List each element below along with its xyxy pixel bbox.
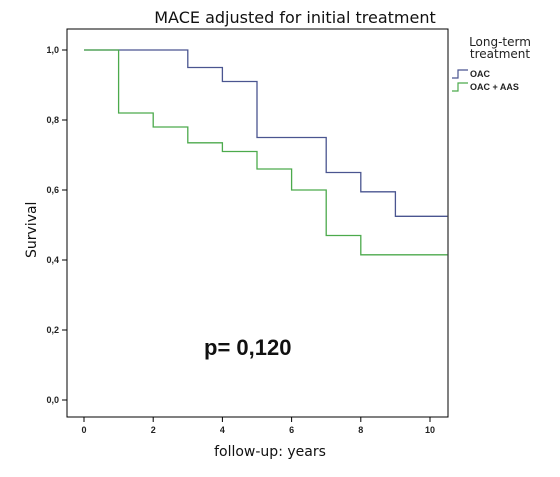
series-line-oac (84, 49, 448, 217)
y-tick-label: 0,8 (46, 115, 59, 125)
x-axis-ticks: 0 2 4 6 8 10 (81, 417, 435, 435)
chart-title: MACE adjusted for initial treatment (154, 8, 436, 27)
y-tick-label: 0,0 (46, 395, 59, 405)
legend-label-oac: OAC (470, 69, 490, 79)
x-tick-label: 4 (220, 425, 225, 435)
legend-item-oac: OAC (452, 68, 490, 80)
legend-swatch-oac-aas (452, 82, 468, 92)
x-tick-label: 0 (81, 425, 86, 435)
y-axis-label: Survival (24, 201, 40, 258)
x-tick-label: 10 (425, 425, 435, 435)
x-axis-label: follow-up: years (214, 444, 326, 460)
legend-swatch-oac (452, 69, 468, 79)
y-tick-label: 1,0 (46, 45, 59, 55)
survival-lines (84, 49, 448, 256)
y-axis-ticks: 0,0 0,2 0,4 0,6 0,8 1,0 (46, 45, 67, 405)
x-tick-label: 8 (358, 425, 363, 435)
y-tick-label: 0,4 (46, 255, 59, 265)
p-value-annotation: p= 0,120 (204, 335, 292, 360)
y-tick-label: 0,6 (46, 185, 59, 195)
legend-item-oac-aas: OAC + AAS (452, 81, 519, 93)
y-tick-label: 0,2 (46, 325, 59, 335)
x-tick-label: 2 (151, 425, 156, 435)
legend-label-oac-aas: OAC + AAS (470, 82, 519, 92)
legend-title-line-1: Long-term (469, 35, 531, 49)
series-line-oac-aas (84, 49, 448, 256)
x-tick-label: 6 (289, 425, 294, 435)
legend-title: Long-term treatment (450, 36, 550, 60)
legend-title-line-2: treatment (469, 47, 531, 61)
